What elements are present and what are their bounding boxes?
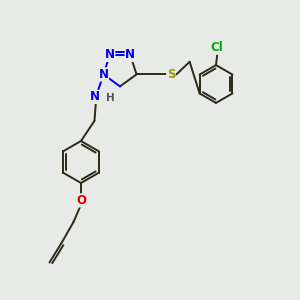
Text: N: N <box>125 48 135 62</box>
Text: Cl: Cl <box>211 41 224 54</box>
Text: N: N <box>98 68 109 81</box>
Text: N: N <box>105 48 115 62</box>
Text: H: H <box>106 93 115 103</box>
Text: N: N <box>89 90 100 104</box>
Text: S: S <box>167 68 175 81</box>
Text: O: O <box>76 194 86 207</box>
